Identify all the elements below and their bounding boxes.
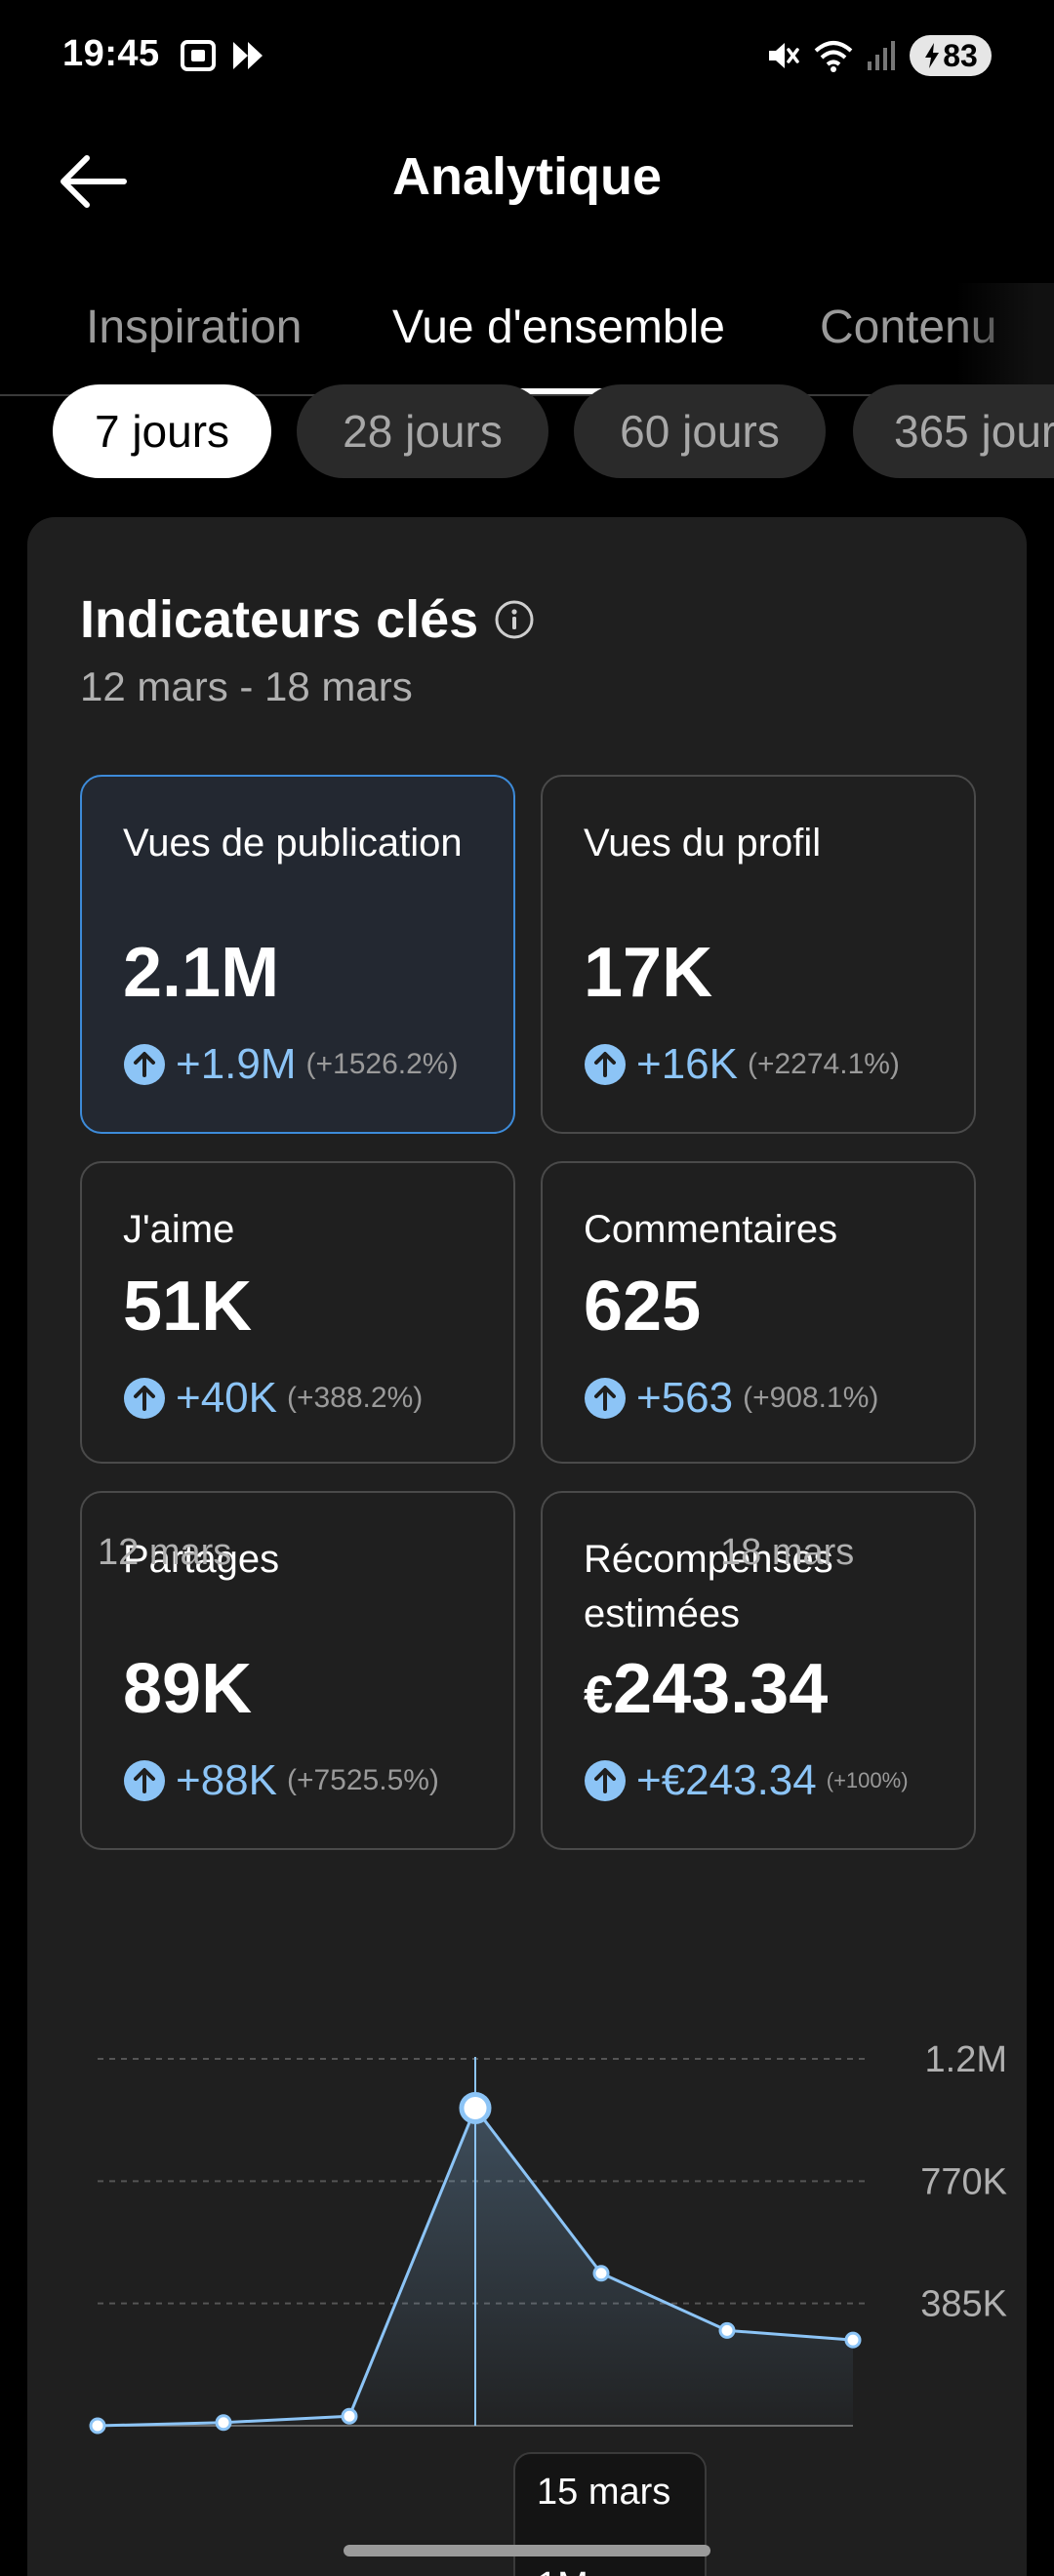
data-point: [341, 2407, 358, 2425]
arrow-up-circle-icon: [585, 1760, 626, 1801]
x-axis-label-end: 18 mars: [720, 1532, 855, 1573]
change-value: +1.9M: [176, 1040, 297, 1088]
metric-vues-publication[interactable]: Vues de publication 2.1M +1.9M (+1526.2%…: [80, 775, 515, 1134]
arrow-up-circle-icon: [585, 1044, 626, 1085]
media-icon: [233, 42, 263, 69]
change-percent: (+7525.5%): [286, 1764, 439, 1796]
change-percent: (+2274.1%): [747, 1048, 900, 1080]
period-chip-28-jours[interactable]: 28 jours: [297, 384, 548, 478]
y-tick-label: 1.2M: [925, 2039, 1007, 2080]
arrow-up-circle-icon: [585, 1378, 626, 1419]
arrow-up-circle-icon: [124, 1378, 165, 1419]
tab-bar: Inspiration Vue d'ensemble Contenu: [0, 283, 1054, 396]
period-chip-365-jours[interactable]: 365 jours: [853, 384, 1054, 478]
metric-amount: 243.34: [613, 1650, 829, 1728]
tooltip-date: 15 mars: [537, 2472, 671, 2513]
tab-vue-ensemble[interactable]: Vue d'ensemble: [392, 302, 725, 353]
date-range: 12 mars - 18 mars: [80, 664, 413, 709]
metric-value: 2.1M: [123, 934, 280, 1012]
change-percent: (+100%): [826, 1768, 909, 1792]
data-point-highlight: [459, 2091, 492, 2124]
metric-value: 89K: [123, 1650, 253, 1728]
page-title: Analytique: [391, 147, 663, 206]
currency-symbol: €: [584, 1666, 614, 1724]
views-line-chart[interactable]: 1.2M 770K 385K 15 mars 1M: [27, 1912, 1027, 2576]
screen-record-icon: [181, 40, 216, 71]
data-point: [89, 2417, 106, 2435]
status-time: 19:45: [62, 33, 160, 74]
info-icon[interactable]: [494, 599, 535, 640]
metric-change: +16K (+2274.1%): [584, 1040, 900, 1089]
period-selector: 7 jours 28 jours 60 jours 365 jours: [0, 384, 1054, 482]
metric-value: 51K: [123, 1268, 253, 1346]
header: Analytique: [0, 137, 1054, 224]
change-value: +€243.34: [636, 1756, 817, 1804]
status-bar: 19:45 83: [0, 0, 1054, 115]
x-axis-label-start: 12 mars: [98, 1532, 232, 1573]
change-percent: (+908.1%): [743, 1382, 879, 1414]
metric-change: +88K (+7525.5%): [123, 1756, 439, 1805]
metric-vues-profil[interactable]: Vues du profil 17K +16K (+2274.1%): [541, 775, 976, 1134]
charging-icon: [925, 43, 940, 68]
arrow-up-circle-icon: [124, 1044, 165, 1085]
metric-change: +563 (+908.1%): [584, 1374, 878, 1423]
chart-svg: 1.2M 770K 385K: [89, 2039, 1007, 2435]
wifi-icon: [814, 41, 853, 72]
data-point: [215, 2414, 232, 2432]
change-value: +88K: [176, 1756, 277, 1804]
key-metrics-card: Indicateurs clés 12 mars - 18 mars Vues …: [27, 517, 1027, 2576]
change-value: +563: [636, 1374, 734, 1422]
change-percent: (+388.2%): [286, 1382, 424, 1414]
data-point: [592, 2265, 610, 2282]
tab-inspiration[interactable]: Inspiration: [86, 302, 303, 353]
metric-change: +1.9M (+1526.2%): [123, 1040, 458, 1089]
metric-commentaires[interactable]: Commentaires 625 +563 (+908.1%): [541, 1161, 976, 1464]
card-title-row: Indicateurs clés: [80, 589, 535, 650]
card-title: Indicateurs clés: [80, 590, 479, 649]
battery-level: 83: [943, 37, 978, 73]
metric-value: 625: [584, 1268, 702, 1346]
data-point: [844, 2331, 862, 2349]
tabs-fade: [956, 283, 1054, 394]
period-chip-60-jours[interactable]: 60 jours: [574, 384, 826, 478]
home-indicator[interactable]: [344, 2545, 710, 2556]
metric-label: Commentaires: [584, 1208, 838, 1251]
metric-jaime[interactable]: J'aime 51K +40K (+388.2%): [80, 1161, 515, 1464]
metric-change: +€243.34 (+100%): [584, 1756, 909, 1805]
chart-tooltip: 15 mars 1M: [513, 2452, 707, 2576]
change-percent: (+1526.2%): [305, 1048, 459, 1080]
y-tick-label: 385K: [920, 2284, 1007, 2325]
metric-label: Partages: [123, 1538, 280, 1581]
metric-value: 17K: [584, 934, 713, 1012]
metric-value: €243.34: [584, 1649, 828, 1729]
back-button[interactable]: [49, 142, 137, 221]
metric-recompenses[interactable]: Récompenses estimées €243.34 +€243.34 (+…: [541, 1491, 976, 1850]
metric-label: Récompenses estimées: [584, 1538, 833, 1635]
metric-label: Vues de publication: [123, 822, 463, 865]
metric-partages[interactable]: Partages 89K +88K (+7525.5%): [80, 1491, 515, 1850]
metric-label: Vues du profil: [584, 822, 822, 865]
metric-change: +40K (+388.2%): [123, 1374, 423, 1423]
mute-icon: [769, 43, 799, 68]
period-chip-7-jours[interactable]: 7 jours: [53, 384, 271, 478]
battery-indicator: 83: [910, 35, 992, 76]
signal-icon: [868, 41, 895, 70]
active-tab-indicator: [363, 388, 787, 394]
metric-label: J'aime: [123, 1208, 235, 1251]
arrow-up-circle-icon: [124, 1760, 165, 1801]
y-tick-label: 770K: [920, 2161, 1007, 2202]
change-value: +40K: [176, 1374, 277, 1422]
change-value: +16K: [636, 1040, 738, 1088]
arrow-left-icon: [61, 155, 127, 208]
tooltip-value: 1M: [537, 2565, 588, 2576]
data-point: [718, 2321, 736, 2339]
